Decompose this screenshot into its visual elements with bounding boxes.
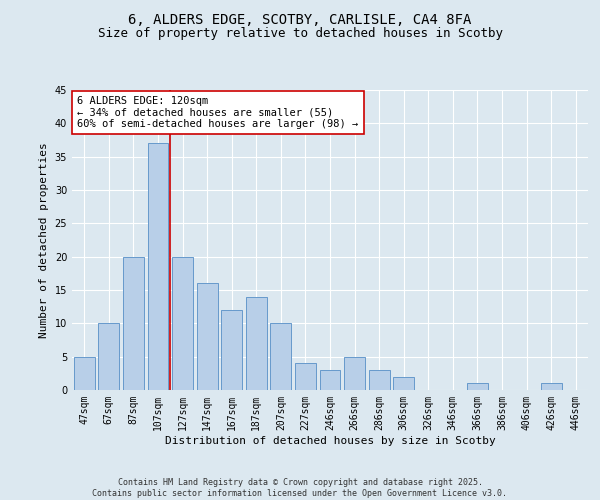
Text: Contains HM Land Registry data © Crown copyright and database right 2025.
Contai: Contains HM Land Registry data © Crown c… [92,478,508,498]
Text: Size of property relative to detached houses in Scotby: Size of property relative to detached ho… [97,28,503,40]
Bar [221,310,242,390]
Bar [246,296,267,390]
Bar [197,284,218,390]
Text: 6 ALDERS EDGE: 120sqm
← 34% of detached houses are smaller (55)
60% of semi-deta: 6 ALDERS EDGE: 120sqm ← 34% of detached … [77,96,358,129]
X-axis label: Distribution of detached houses by size in Scotby: Distribution of detached houses by size … [164,436,496,446]
Bar [393,376,414,390]
Bar [172,256,193,390]
Text: 6, ALDERS EDGE, SCOTBY, CARLISLE, CA4 8FA: 6, ALDERS EDGE, SCOTBY, CARLISLE, CA4 8F… [128,12,472,26]
Bar [123,256,144,390]
Bar [320,370,340,390]
Bar [541,384,562,390]
Bar [271,324,292,390]
Bar [344,356,365,390]
Bar [74,356,95,390]
Bar [98,324,119,390]
Bar [148,144,169,390]
Bar [368,370,389,390]
Bar [467,384,488,390]
Y-axis label: Number of detached properties: Number of detached properties [39,142,49,338]
Bar [295,364,316,390]
